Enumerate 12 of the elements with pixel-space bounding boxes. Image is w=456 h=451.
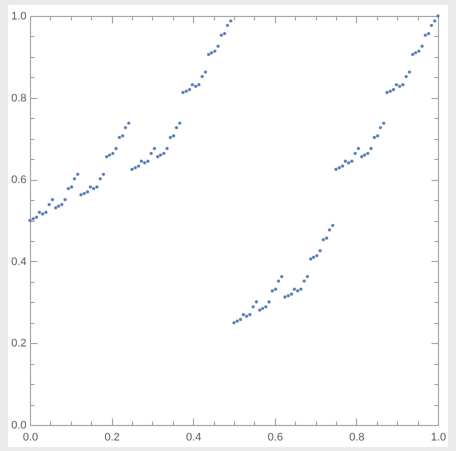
y-tick-label: 0.6 <box>11 174 26 186</box>
y-tick-label: 0.4 <box>11 256 26 268</box>
x-tick-label: 0.0 <box>22 432 38 444</box>
x-tick-label: 0.2 <box>104 432 120 444</box>
x-tick-label: 0.4 <box>186 432 202 444</box>
y-tick-label: 1.0 <box>11 10 26 22</box>
x-tick-label: 0.8 <box>349 432 365 444</box>
y-tick-label: 0.0 <box>11 420 26 432</box>
x-tick-label: 1.0 <box>430 432 446 444</box>
y-tick-label: 0.8 <box>11 92 26 104</box>
x-tick-label: 0.6 <box>268 432 283 444</box>
y-tick-label: 0.2 <box>11 338 26 350</box>
